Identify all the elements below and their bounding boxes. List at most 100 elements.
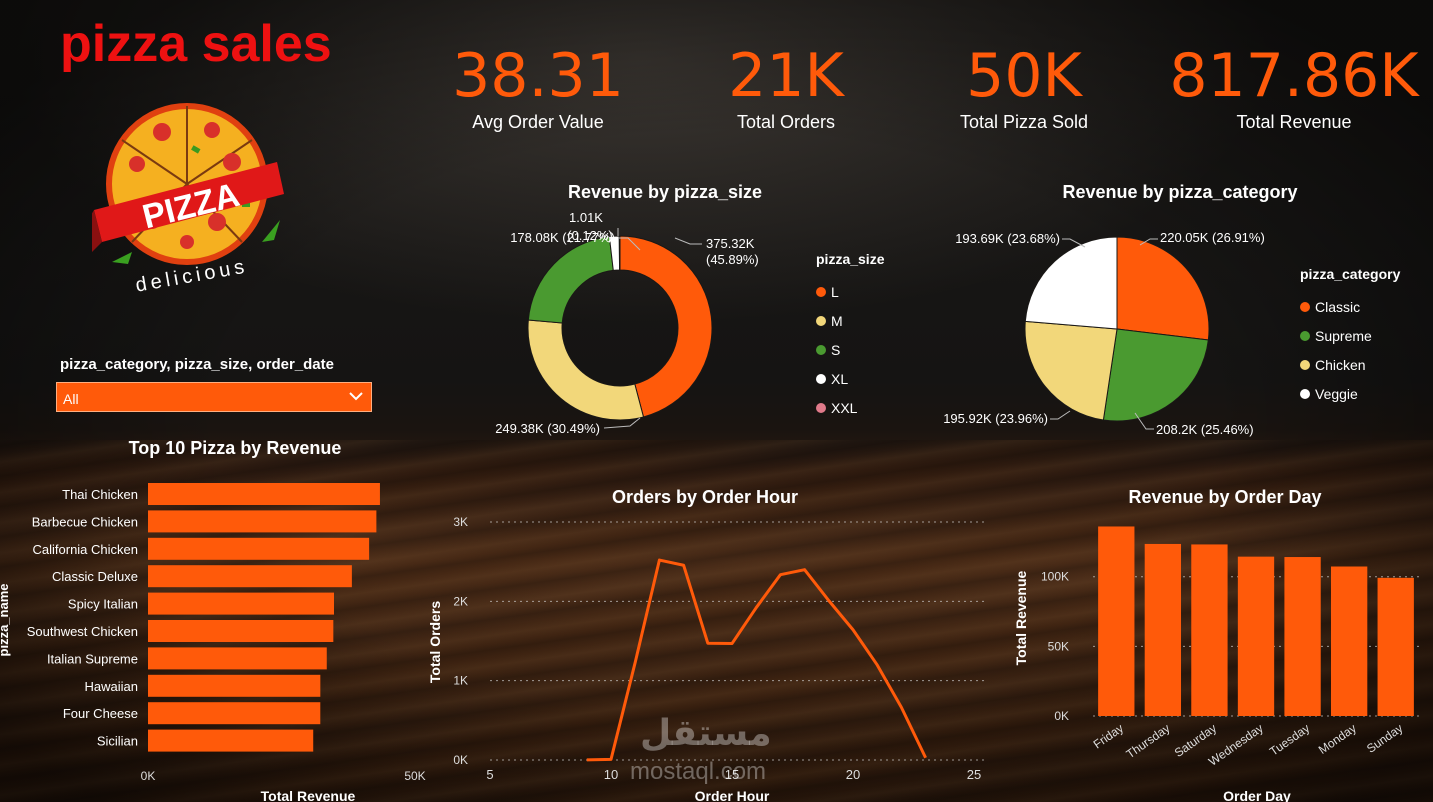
kpi-avg-order-value: 38.31 Avg Order Value xyxy=(408,44,668,133)
category-label: Thursday xyxy=(1124,721,1173,761)
legend-dot xyxy=(1300,301,1310,312)
legend-item-supreme[interactable]: Supreme xyxy=(1300,321,1400,350)
bar[interactable] xyxy=(148,483,380,505)
bar[interactable] xyxy=(148,592,334,615)
kpi-total-pizza-sold: 50K Total Pizza Sold xyxy=(894,44,1154,133)
tick-label: 100K xyxy=(1041,570,1069,584)
legend-item-classic[interactable]: Classic xyxy=(1300,292,1400,321)
tick-label: 5 xyxy=(486,767,493,782)
category-label: Classic Deluxe xyxy=(52,569,138,584)
category-label: Hawaiian xyxy=(85,679,138,694)
category-label: Sunday xyxy=(1364,721,1405,756)
legend-item-m[interactable]: M xyxy=(816,306,884,335)
kpi-total-revenue: 817.86K Total Revenue xyxy=(1164,44,1424,133)
legend-item-xl[interactable]: XL xyxy=(816,364,884,393)
watermark-latin: mostaql.com xyxy=(630,758,767,785)
category-label: Southwest Chicken xyxy=(27,624,138,639)
legend-dot xyxy=(816,286,826,297)
legend-item-xxl[interactable]: XXL xyxy=(816,393,884,422)
pizza-logo: PIZZA delicious xyxy=(92,103,284,292)
legend-dot xyxy=(816,315,826,326)
tick-label: 10 xyxy=(604,767,618,782)
bar[interactable] xyxy=(148,565,352,588)
filter-dropdown[interactable]: All xyxy=(56,382,372,412)
data-label: 193.69K (23.68%) xyxy=(955,231,1060,246)
data-label-leader xyxy=(1134,412,1154,430)
bar-chart-top10: Thai Chicken Barbecue Chicken California C… xyxy=(0,483,426,802)
bar[interactable] xyxy=(1098,526,1135,716)
legend-dot xyxy=(816,402,826,413)
data-label-leader xyxy=(1062,238,1086,248)
legend-item-chicken[interactable]: Chicken xyxy=(1300,350,1400,379)
tick-label: 0K xyxy=(453,753,468,767)
legend-label: Chicken xyxy=(1315,356,1366,373)
bar[interactable] xyxy=(1144,543,1182,716)
legend-dot xyxy=(1300,330,1310,341)
pie-slice-supreme[interactable] xyxy=(1102,328,1209,422)
y-axis-label: Total Orders xyxy=(427,601,443,683)
pie-chart-category: 220.05K (26.91%) 208.2K (25.46%) 195.92K (… xyxy=(943,230,1265,437)
bar[interactable] xyxy=(148,537,370,560)
pie-slice-chicken[interactable] xyxy=(1024,320,1118,421)
data-label-leader xyxy=(674,237,702,245)
legend-label: S xyxy=(831,341,841,358)
legend-size: pizza_size L M S XL XXL xyxy=(816,251,884,422)
chart-title-days: Revenue by Order Day xyxy=(1128,487,1322,507)
legend-dot xyxy=(1300,359,1310,370)
category-label: Thai Chicken xyxy=(62,487,138,502)
tick-label: 0K xyxy=(141,769,156,783)
x-axis-label: Order Day xyxy=(1223,788,1291,802)
pie-slice-s[interactable] xyxy=(527,236,614,324)
series-line[interactable] xyxy=(586,558,927,762)
legend-item-veggie[interactable]: Veggie xyxy=(1300,379,1400,408)
pie-slice-xxl[interactable] xyxy=(618,235,621,271)
category-label: Barbecue Chicken xyxy=(32,514,138,529)
category-label: Tuesday xyxy=(1267,721,1312,759)
bar[interactable] xyxy=(148,647,327,670)
bar[interactable] xyxy=(1237,556,1275,716)
y-axis-label: pizza_name xyxy=(0,584,11,657)
data-label: 195.92K (23.96%) xyxy=(943,411,1048,426)
bar[interactable] xyxy=(148,620,334,642)
bar[interactable] xyxy=(1377,577,1414,716)
kpi-value: 817.86K xyxy=(1169,41,1419,111)
legend-dot xyxy=(1300,388,1310,399)
data-label: (45.89%) xyxy=(706,252,759,267)
x-axis-label: Order Hour xyxy=(695,788,770,802)
legend-label: XL xyxy=(831,370,849,387)
kpi-label: Total Revenue xyxy=(1236,112,1352,132)
bar[interactable] xyxy=(1330,566,1368,716)
bar[interactable] xyxy=(1284,557,1321,716)
bar[interactable] xyxy=(148,674,321,697)
data-label: (0.12%) xyxy=(567,228,613,243)
pie-slice-m[interactable] xyxy=(527,319,645,421)
legend-category: pizza_category Classic Supreme Chicken V… xyxy=(1300,266,1400,408)
legend-title: pizza_category xyxy=(1300,266,1401,282)
bar[interactable] xyxy=(1191,544,1228,716)
data-label-leader xyxy=(603,417,641,429)
x-axis-label: Total Revenue xyxy=(261,788,356,802)
bar[interactable] xyxy=(148,702,321,725)
pie-slice-classic[interactable] xyxy=(1116,236,1210,341)
tick-label: 0K xyxy=(1054,709,1069,723)
category-label: Four Cheese xyxy=(63,706,138,721)
kpi-total-orders: 21K Total Orders xyxy=(656,44,916,133)
chart-title-category: Revenue by pizza_category xyxy=(1062,182,1298,202)
kpi-value: 21K xyxy=(728,41,844,111)
pie-slice-l[interactable] xyxy=(619,235,713,418)
legend-dot xyxy=(816,344,826,355)
data-label-leader xyxy=(1050,410,1071,420)
category-label: Italian Supreme xyxy=(47,651,138,666)
data-label: 375.32K xyxy=(706,236,755,251)
legend-item-l[interactable]: L xyxy=(816,277,884,306)
kpi-value: 38.31 xyxy=(452,41,624,111)
legend-label: Classic xyxy=(1315,298,1361,315)
bar[interactable] xyxy=(148,510,377,533)
tick-label: 20 xyxy=(846,767,860,782)
legend-item-s[interactable]: S xyxy=(816,335,884,364)
legend-label: XXL xyxy=(831,399,858,416)
bar[interactable] xyxy=(148,729,314,752)
pie-slice-veggie[interactable] xyxy=(1024,236,1118,330)
legend-title: pizza_size xyxy=(816,251,885,267)
kpi-label: Avg Order Value xyxy=(472,112,604,132)
